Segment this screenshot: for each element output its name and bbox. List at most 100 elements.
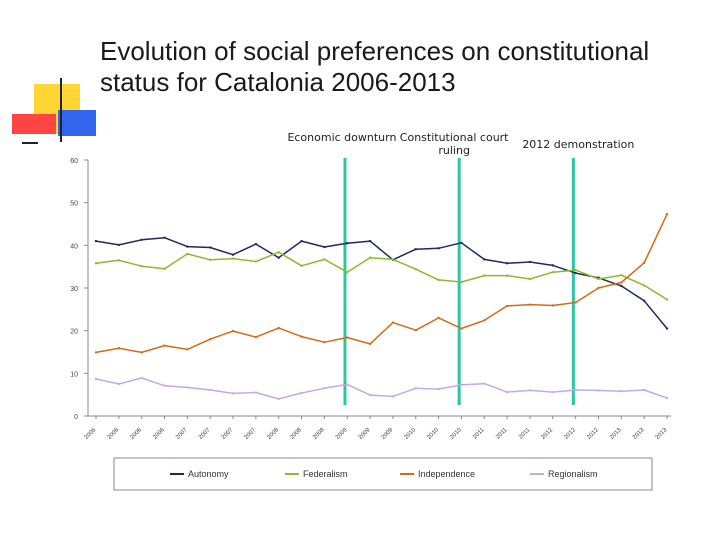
deco-horizontal-line bbox=[22, 142, 38, 144]
x-tick-label: 2008 bbox=[312, 427, 326, 441]
data-point-autonomy bbox=[117, 243, 121, 247]
x-tick-label: 2007 bbox=[198, 427, 212, 441]
event-annotation-1: Economic downturn bbox=[287, 131, 397, 144]
deco-red-square bbox=[12, 114, 56, 134]
data-point-regionalism bbox=[117, 382, 121, 386]
data-point-federalism bbox=[391, 258, 395, 261]
data-point-regionalism bbox=[414, 387, 417, 390]
x-tick-label: 2011 bbox=[518, 427, 532, 441]
x-tick-label: 2010 bbox=[449, 427, 463, 441]
deco-blue-square bbox=[58, 110, 96, 136]
data-point-independence bbox=[186, 348, 189, 351]
data-point-regionalism bbox=[665, 396, 669, 400]
data-point-regionalism bbox=[94, 377, 98, 381]
data-point-autonomy bbox=[231, 253, 235, 256]
data-point-autonomy bbox=[140, 238, 143, 241]
data-point-independence bbox=[277, 326, 280, 330]
x-tick-label: 2007 bbox=[244, 427, 258, 441]
data-point-regionalism bbox=[300, 391, 303, 395]
data-point-autonomy bbox=[300, 239, 303, 243]
data-point-federalism bbox=[209, 258, 212, 262]
data-point-federalism bbox=[323, 258, 326, 261]
data-point-regionalism bbox=[231, 392, 235, 395]
data-point-independence bbox=[665, 212, 669, 216]
legend-label-regionalism: Regionalism bbox=[548, 469, 598, 479]
data-point-regionalism bbox=[437, 387, 440, 391]
data-point-independence bbox=[368, 342, 372, 346]
x-tick-label: 2008 bbox=[289, 427, 303, 441]
series-line-federalism bbox=[95, 251, 668, 301]
data-point-independence bbox=[597, 286, 600, 290]
data-point-regionalism bbox=[620, 390, 623, 393]
data-point-federalism bbox=[620, 274, 623, 277]
data-point-federalism bbox=[528, 277, 532, 281]
data-point-autonomy bbox=[460, 241, 463, 244]
data-point-independence bbox=[437, 316, 440, 320]
x-tick-label: 2012 bbox=[541, 427, 555, 441]
x-tick-label: 2009 bbox=[381, 427, 395, 441]
data-point-autonomy bbox=[163, 236, 166, 239]
x-tick-label: 2013 bbox=[632, 427, 646, 441]
data-point-independence bbox=[391, 321, 395, 324]
series-line-autonomy bbox=[95, 236, 668, 329]
x-tick-label: 2009 bbox=[358, 427, 372, 441]
data-point-federalism bbox=[163, 267, 166, 270]
data-point-federalism bbox=[346, 271, 349, 274]
data-point-autonomy bbox=[642, 299, 646, 302]
y-tick-label: 40 bbox=[70, 243, 78, 250]
data-point-regionalism bbox=[323, 387, 326, 390]
data-point-regionalism bbox=[140, 376, 143, 380]
data-point-federalism bbox=[186, 252, 189, 256]
data-point-independence bbox=[94, 351, 98, 354]
data-point-independence bbox=[117, 346, 121, 350]
data-point-regionalism bbox=[505, 390, 509, 394]
x-tick-label: 2011 bbox=[495, 427, 509, 441]
data-point-regionalism bbox=[391, 395, 395, 398]
data-point-federalism bbox=[460, 280, 463, 284]
data-point-autonomy bbox=[665, 327, 669, 330]
data-point-regionalism bbox=[483, 382, 486, 385]
data-point-regionalism bbox=[368, 393, 372, 397]
data-point-federalism bbox=[505, 274, 509, 277]
x-tick-label: 2011 bbox=[472, 427, 486, 441]
x-tick-label: 2012 bbox=[563, 427, 577, 441]
legend-box bbox=[113, 457, 653, 491]
y-tick-label: 20 bbox=[70, 329, 78, 336]
data-point-autonomy bbox=[186, 245, 189, 248]
x-tick-label: 2006 bbox=[129, 427, 143, 441]
deco-vertical-line bbox=[60, 78, 62, 142]
data-point-autonomy bbox=[346, 242, 349, 245]
data-point-autonomy bbox=[277, 256, 280, 259]
data-point-independence bbox=[551, 304, 554, 307]
x-tick-label: 2007 bbox=[175, 427, 189, 441]
data-point-federalism bbox=[483, 274, 486, 277]
data-point-independence bbox=[209, 338, 212, 341]
data-point-independence bbox=[254, 335, 258, 339]
data-point-federalism bbox=[117, 259, 121, 262]
data-point-autonomy bbox=[505, 262, 509, 265]
data-point-independence bbox=[300, 335, 303, 338]
x-tick-label: 2009 bbox=[335, 427, 349, 441]
data-point-independence bbox=[323, 340, 326, 344]
x-tick-label: 2012 bbox=[586, 427, 600, 441]
data-point-federalism bbox=[642, 284, 646, 287]
data-point-federalism bbox=[254, 260, 258, 263]
data-point-federalism bbox=[277, 250, 280, 254]
data-point-independence bbox=[414, 329, 417, 332]
data-point-regionalism bbox=[163, 384, 166, 387]
data-point-regionalism bbox=[186, 386, 189, 389]
data-point-federalism bbox=[574, 268, 577, 272]
data-point-regionalism bbox=[551, 390, 554, 394]
x-tick-label: 2008 bbox=[266, 427, 280, 441]
event-annotation-2: Constitutional court ruling bbox=[399, 131, 509, 157]
data-point-regionalism bbox=[460, 383, 463, 387]
data-point-independence bbox=[140, 351, 143, 354]
legend-label-independence: Independence bbox=[418, 469, 475, 479]
data-point-regionalism bbox=[642, 388, 646, 392]
y-tick-label: 60 bbox=[70, 158, 78, 165]
data-point-federalism bbox=[437, 278, 440, 282]
slide-title: Evolution of social preferences on const… bbox=[100, 36, 650, 97]
y-tick-label: 0 bbox=[74, 414, 78, 421]
data-point-autonomy bbox=[209, 246, 212, 249]
data-point-autonomy bbox=[323, 245, 326, 249]
